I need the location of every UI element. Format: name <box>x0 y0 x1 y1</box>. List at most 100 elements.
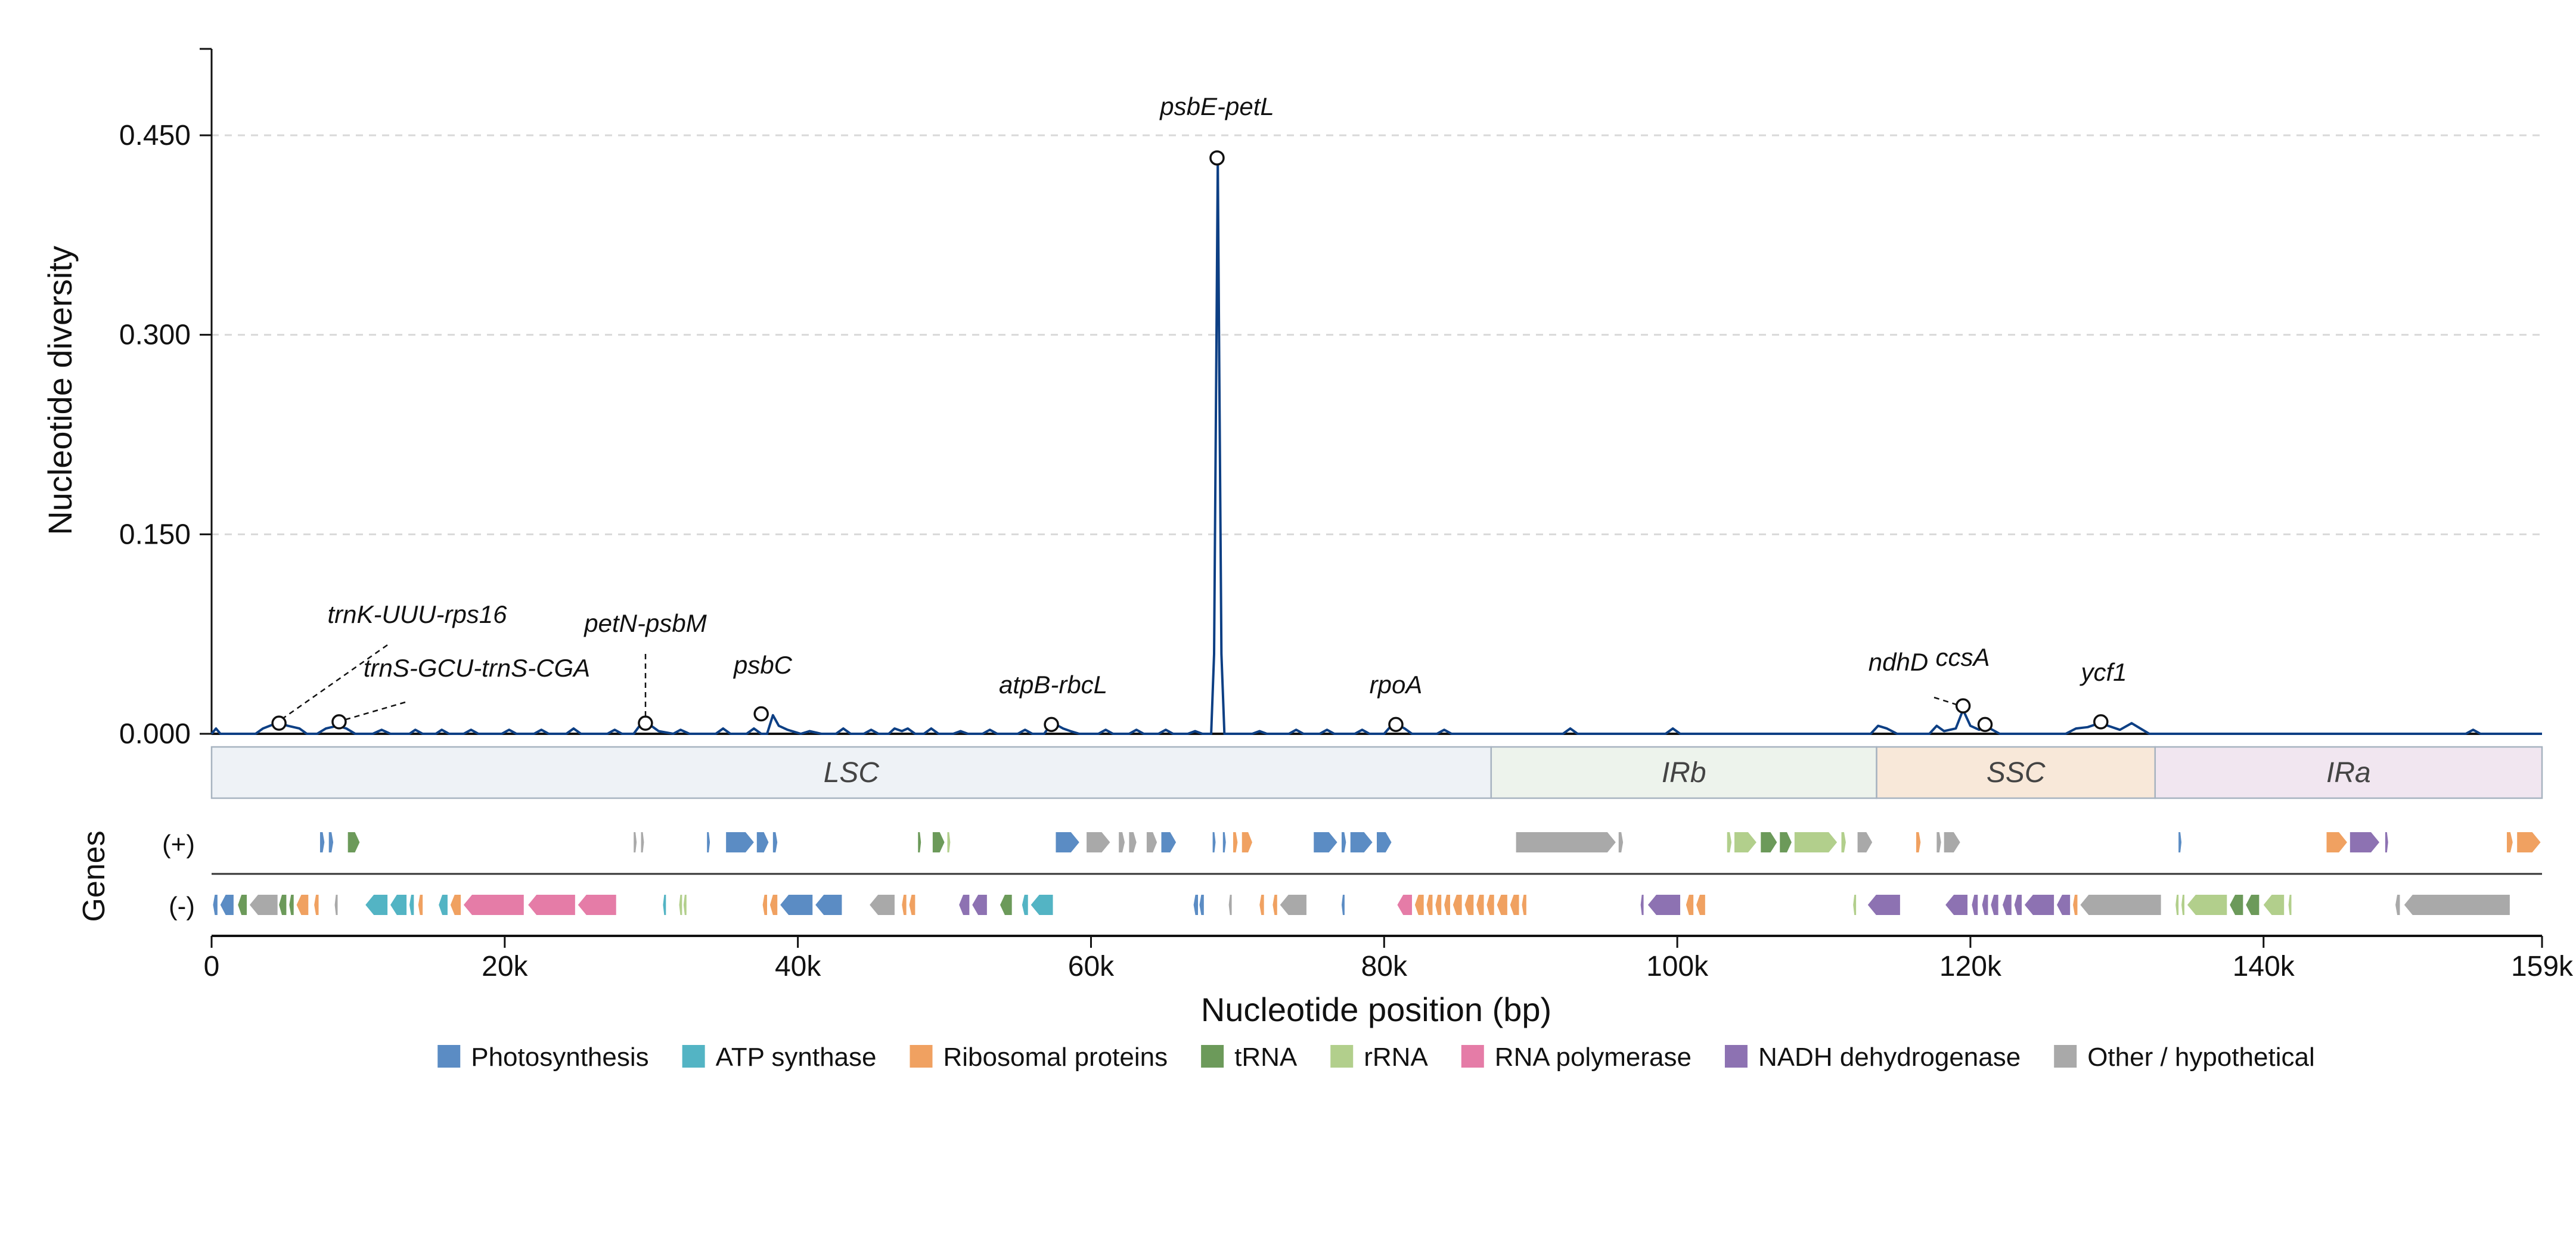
gene-minus-84 <box>1397 895 1413 915</box>
legend-label-trna: tRNA <box>1234 1043 1298 1072</box>
gene-tracks <box>212 832 2542 937</box>
gene-plus-21 <box>1242 832 1252 852</box>
diversity-line <box>210 158 2542 735</box>
gene-minus-103 <box>1972 895 1978 915</box>
gene-minus-111 <box>2080 895 2161 915</box>
gene-minus-55 <box>409 895 414 915</box>
gene-minus-101 <box>1867 895 1900 915</box>
x-tick-label-5: 100k <box>1646 951 1709 982</box>
gene-plus-36 <box>1936 832 1941 852</box>
gene-minus-51 <box>314 895 319 915</box>
gene-minus-105 <box>1991 895 1998 915</box>
gene-plus-13 <box>1087 832 1110 852</box>
legend-swatch-ribo <box>910 1045 933 1068</box>
gene-minus-77 <box>1193 895 1198 915</box>
gene-minus-80 <box>1259 895 1264 915</box>
genes-track-title: Genes <box>77 830 111 922</box>
gene-minus-89 <box>1453 895 1462 915</box>
gene-plus-27 <box>1618 832 1624 852</box>
gene-plus-25 <box>1377 832 1392 852</box>
gene-minus-119 <box>2395 895 2400 915</box>
grid-lines <box>212 134 2542 535</box>
gene-plus-16 <box>1146 832 1157 852</box>
gene-minus-87 <box>1435 895 1442 915</box>
gene-minus-100 <box>1853 895 1857 915</box>
peak-marker-0 <box>271 715 287 731</box>
gene-minus-44 <box>213 895 218 915</box>
gene-plus-7 <box>756 832 769 852</box>
gene-minus-52 <box>334 895 338 915</box>
gene-minus-81 <box>1273 895 1277 915</box>
gene-plus-6 <box>726 832 754 852</box>
legend-swatch-other <box>2054 1045 2077 1068</box>
gene-plus-3 <box>634 832 637 852</box>
gene-minus-57 <box>439 895 448 915</box>
gene-minus-113 <box>2181 895 2184 915</box>
peak-marker-8 <box>1977 717 1993 733</box>
x-tick-label-7: 140k <box>2233 951 2295 982</box>
gene-minus-49 <box>289 895 294 915</box>
peak-label-2: petN-psbM <box>583 609 706 637</box>
gene-minus-104 <box>1982 895 1988 915</box>
peak-marker-4 <box>1044 717 1059 733</box>
gene-plus-33 <box>1841 832 1846 852</box>
legend-swatch-trna <box>1201 1045 1224 1068</box>
legend-label-rrna: rRNA <box>1364 1043 1428 1072</box>
legend-label-rnap: RNA polymerase <box>1495 1043 1692 1072</box>
gene-plus-11 <box>947 832 951 852</box>
peak-label-3: psbC <box>733 651 793 679</box>
peak-marker-9 <box>2093 714 2109 730</box>
gene-minus-58 <box>450 895 461 915</box>
gene-minus-61 <box>578 895 616 915</box>
gene-plus-38 <box>2178 832 2182 852</box>
x-tick-label-6: 120k <box>1939 951 2002 982</box>
gene-plus-10 <box>932 832 945 852</box>
gene-minus-48 <box>279 895 287 915</box>
gene-plus-2 <box>347 832 360 852</box>
peak-leader-1 <box>345 701 406 721</box>
gene-plus-18 <box>1212 832 1216 852</box>
legend-label-photo: Photosynthesis <box>471 1043 648 1072</box>
gene-plus-24 <box>1350 832 1373 852</box>
gene-plus-0 <box>319 832 325 852</box>
gene-minus-110 <box>2073 895 2078 915</box>
gene-minus-92 <box>1486 895 1494 915</box>
peak-marker-7 <box>1955 698 1971 714</box>
legend-swatch-atp <box>682 1045 705 1068</box>
legend: Photosynthesis ATP synthase Ribosomal prot… <box>437 1043 2315 1072</box>
peak-marker-3 <box>753 706 769 722</box>
gene-plus-4 <box>641 832 644 852</box>
gene-minus-88 <box>1444 895 1450 915</box>
gene-plus-17 <box>1161 832 1177 852</box>
gene-plus-19 <box>1222 832 1226 852</box>
x-tick-label-3: 60k <box>1068 951 1115 982</box>
gene-plus-40 <box>2350 832 2380 852</box>
gene-minus-93 <box>1497 895 1507 915</box>
gene-minus-56 <box>418 895 423 915</box>
gene-minus-117 <box>2263 895 2285 915</box>
gene-minus-54 <box>390 895 407 915</box>
diversity-series-line <box>210 158 2542 735</box>
region-ssc <box>1876 746 2156 799</box>
region-label-lsc: LSC <box>824 757 880 789</box>
region-lsc <box>210 746 1492 799</box>
peak-label-6: rpoA <box>1370 671 1423 699</box>
x-tick-label-2: 40k <box>775 951 821 982</box>
gene-minus-114 <box>2187 895 2227 915</box>
gene-plus-1 <box>328 832 334 852</box>
peak-marker-5 <box>1209 150 1225 166</box>
gene-minus-71 <box>909 895 915 915</box>
gene-minus-115 <box>2230 895 2243 915</box>
peak-marker-2 <box>638 715 653 731</box>
x-tick-label-8: 159k <box>2511 951 2574 982</box>
peak-label-0: trnK-UUU-rps16 <box>327 600 507 628</box>
gene-plus-39 <box>2326 832 2347 852</box>
gene-minus-70 <box>902 895 907 915</box>
gene-minus-62 <box>663 895 666 915</box>
gene-plus-9 <box>918 832 921 852</box>
gene-plus-14 <box>1119 832 1125 852</box>
gene-minus-86 <box>1426 895 1433 915</box>
y-tick-label-3: 0.450 <box>119 120 191 151</box>
peak-annotations: trnK-UUU-rps16 trnS-GCU-trnS-CGA petN-psbM… <box>271 92 2127 733</box>
gene-plus-5 <box>707 832 710 852</box>
